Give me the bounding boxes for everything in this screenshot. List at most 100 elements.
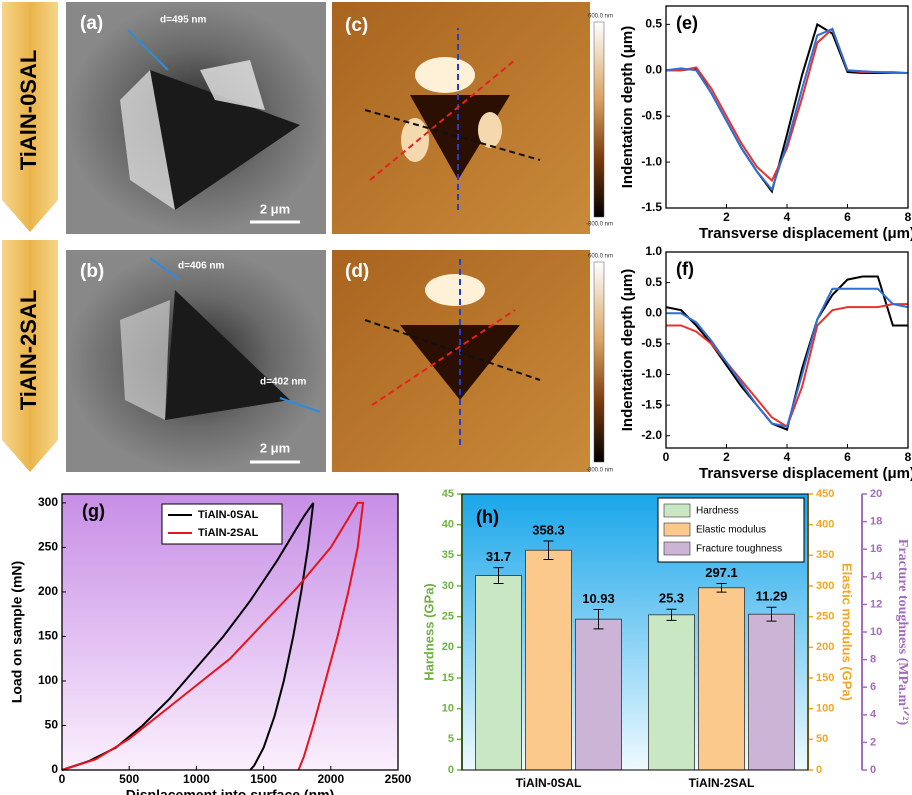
- y-tick-label: 200: [38, 584, 58, 598]
- y-tick-label: 12: [870, 598, 882, 610]
- colorbar-label: 600.0 nm: [588, 254, 613, 260]
- x-tick-label: 1000: [183, 772, 210, 786]
- y-tick-label: 5: [448, 733, 454, 745]
- y-axis-label: Indentation depth (μm): [619, 26, 636, 189]
- x-tick-label: 8: [905, 210, 912, 224]
- colorbar-label: 600.0 nm: [588, 14, 613, 20]
- y-tick-label: 6: [870, 681, 876, 693]
- y-tick-label: 250: [816, 611, 834, 623]
- y-tick-label: -1.0: [641, 154, 662, 168]
- y-tick-label: 0.0: [645, 62, 662, 76]
- y-tick-label: -0.5: [641, 108, 662, 122]
- annotation: d=495 nm: [160, 15, 207, 26]
- value-label: 297.1: [705, 565, 738, 580]
- y-tick-label: 0: [816, 764, 822, 776]
- y-tick-label: 30: [442, 580, 454, 592]
- y-tick-label: 400: [816, 519, 834, 531]
- x-tick-label: 2: [723, 210, 730, 224]
- row-label: TiAlN-0SAL: [16, 50, 41, 171]
- panel-label: (d): [345, 261, 369, 282]
- panel-label: (h): [476, 507, 499, 527]
- x-tick-label: 6: [844, 210, 851, 224]
- y-tick-label: 50: [45, 718, 59, 732]
- y-tick-label: 20: [870, 488, 882, 500]
- y-tick-label: 200: [816, 641, 834, 653]
- y-tick-label: 50: [816, 733, 828, 745]
- row-label: TiAlN-2SAL: [16, 290, 41, 411]
- y-tick-label: 15: [442, 672, 454, 684]
- colorbar-label: -800.0 nm: [586, 222, 613, 228]
- y-tick-label: 100: [816, 703, 834, 715]
- x-tick-label: 2000: [317, 772, 344, 786]
- panel-label: (c): [345, 15, 368, 36]
- afm-image: (c) 600.0 nm -800.0 nm: [332, 2, 613, 234]
- sem-image: (a) d=495 nm 2 μm: [66, 2, 326, 234]
- y-tick-label: 25: [442, 611, 454, 623]
- x-tick-label: 0: [663, 450, 670, 464]
- value-label: 10.93: [582, 591, 615, 606]
- x-tick-label: 8: [905, 450, 912, 464]
- x-tick-label: 6: [844, 450, 851, 464]
- plot-area: [666, 252, 908, 448]
- y-tick-label: 16: [870, 543, 882, 555]
- panel-label: (e): [676, 13, 698, 33]
- y-tick-label: 20: [442, 641, 454, 653]
- scale-bar: 2 μm: [260, 440, 290, 455]
- legend-swatch: [664, 504, 690, 517]
- x-axis-label: Transverse displacement (μm): [699, 225, 912, 242]
- value-label: 31.7: [486, 549, 511, 564]
- y-tick-label: 45: [442, 488, 454, 500]
- y-tick-label: 8: [870, 654, 876, 666]
- bar: [526, 550, 572, 770]
- y-axis-label: Elastic modulus (GPa): [840, 563, 855, 701]
- legend-label: TiAlN-2SAL: [198, 527, 259, 539]
- legend-label: Hardness: [696, 506, 739, 517]
- y-tick-label: 450: [816, 488, 834, 500]
- legend-swatch: [664, 542, 690, 555]
- y-tick-label: -1.5: [641, 200, 662, 214]
- y-tick-label: 250: [38, 540, 58, 554]
- figure: TiAlN-0SAL TiAlN-2SAL (a) d=495 nm 2 μm …: [0, 0, 912, 795]
- bar: [649, 615, 695, 770]
- y-tick-label: -2.0: [641, 428, 662, 442]
- panel-label: (f): [676, 259, 694, 279]
- y-axis-label: Load on sample (mN): [9, 561, 25, 703]
- afm-image: (d) 600.0 nm -800.0 nm: [332, 250, 613, 474]
- y-axis-label: Hardness (GPa): [421, 583, 436, 681]
- y-axis-label: Fracture toughness (MPa.m¹ᐟ²): [895, 539, 910, 726]
- scale-bar: 2 μm: [260, 201, 290, 216]
- x-tick-label: 4: [784, 210, 791, 224]
- y-tick-label: 0: [870, 764, 876, 776]
- y-tick-label: 0: [51, 762, 58, 776]
- y-tick-label: 150: [38, 629, 58, 643]
- y-tick-label: -1.0: [641, 367, 662, 381]
- y-tick-label: 0.5: [645, 17, 662, 31]
- colorbar-label: -800.0 nm: [586, 468, 613, 474]
- y-tick-label: 0.0: [645, 305, 662, 319]
- legend-label: TiAlN-0SAL: [198, 509, 259, 521]
- panel-label: (a): [80, 13, 103, 34]
- y-tick-label: 300: [38, 495, 58, 509]
- y-tick-label: 300: [816, 580, 834, 592]
- panel-label: (b): [80, 261, 104, 282]
- sem-image: (b) d=406 nm d=402 nm 2 μm: [66, 250, 326, 472]
- y-tick-label: 18: [870, 516, 882, 528]
- y-tick-label: 350: [816, 549, 834, 561]
- x-tick-label: 2: [723, 450, 730, 464]
- y-tick-label: 35: [442, 549, 454, 561]
- y-tick-label: 100: [38, 673, 58, 687]
- y-tick-label: 10: [870, 626, 882, 638]
- plot-area: [666, 6, 908, 208]
- y-axis-label: Indentation depth (μm): [619, 269, 636, 432]
- legend-label: Fracture toughness: [696, 544, 782, 555]
- legend-label: Elastic modulus: [696, 525, 766, 536]
- legend-swatch: [664, 523, 690, 536]
- y-tick-label: 0: [448, 764, 454, 776]
- x-tick-label: 1500: [250, 772, 277, 786]
- x-tick-label: 500: [119, 772, 139, 786]
- value-label: 11.29: [756, 589, 788, 604]
- x-tick-label: TiAlN-2SAL: [689, 776, 755, 790]
- y-tick-label: 150: [816, 672, 834, 684]
- x-tick-label: 0: [59, 772, 66, 786]
- y-tick-label: -1.5: [641, 397, 662, 411]
